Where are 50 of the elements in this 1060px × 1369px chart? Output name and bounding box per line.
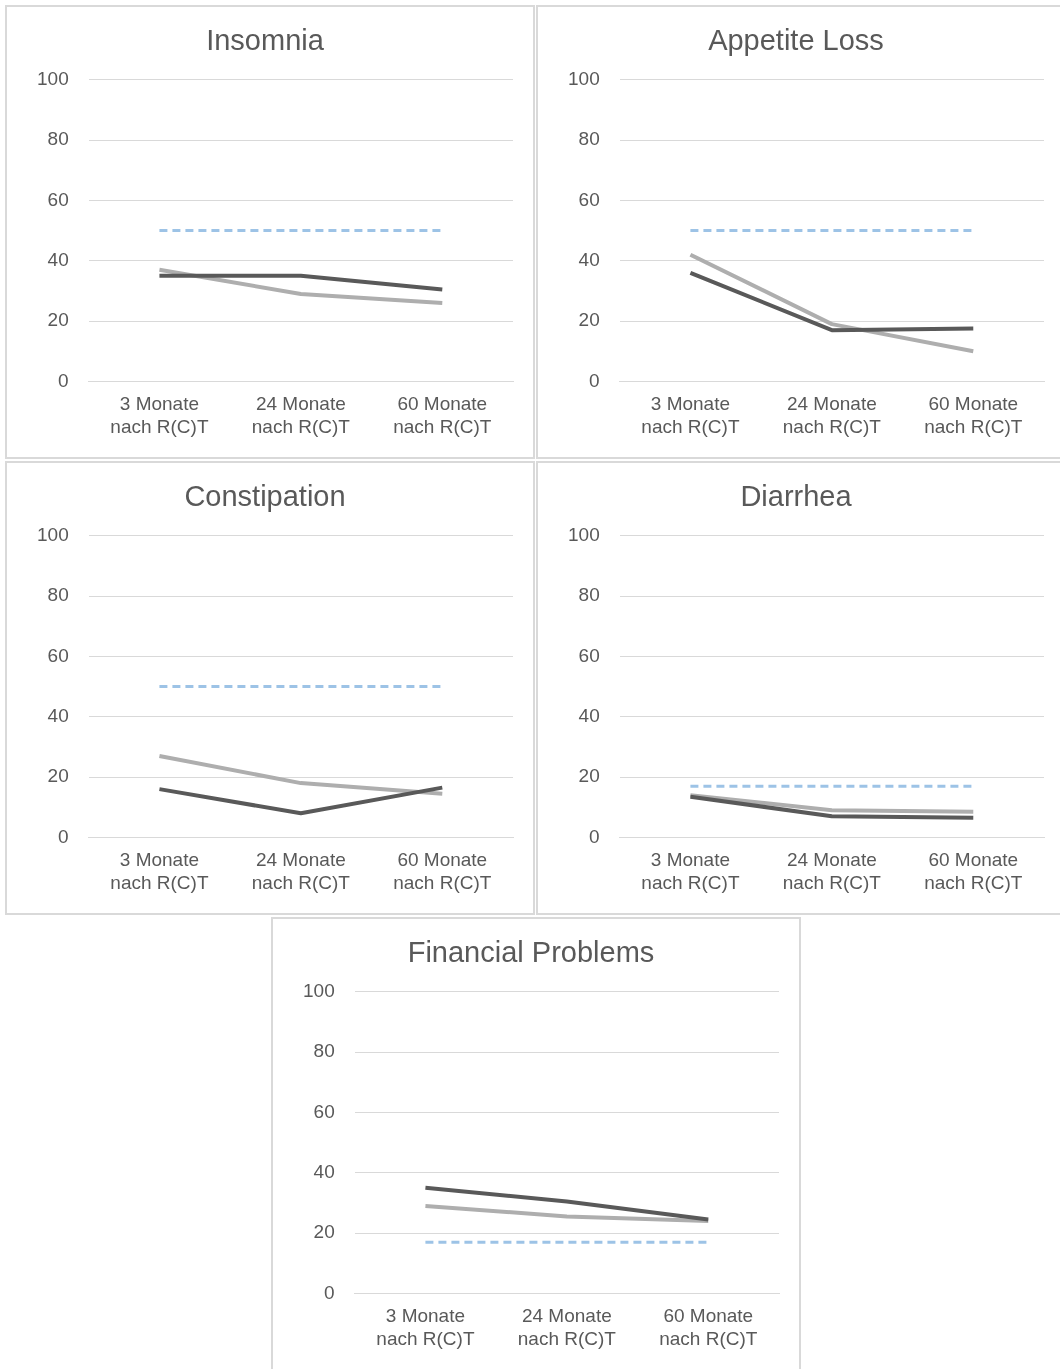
x-tick-label: 3 Monate nach R(C)T	[110, 393, 209, 437]
chart-title: Constipation	[184, 480, 346, 513]
y-tick-label: 100	[568, 524, 600, 546]
y-tick-label: 100	[37, 524, 69, 546]
y-tick-label: 20	[47, 309, 69, 331]
y-tick-label: 20	[313, 1221, 335, 1243]
x-tick-label: 3 Monate nach R(C)T	[641, 849, 740, 893]
y-tick-label: 0	[58, 369, 69, 391]
y-tick-label: 40	[578, 248, 600, 270]
x-tick-label: 24 Monate nach R(C)T	[782, 849, 882, 893]
chart-title: Appetite Loss	[708, 24, 884, 57]
x-tick-label: 24 Monate nach R(C)T	[251, 849, 351, 893]
x-tick-label: 60 Monate nach R(C)T	[659, 1305, 758, 1349]
y-tick-label: 80	[313, 1040, 335, 1062]
y-tick-label: 80	[47, 584, 69, 606]
x-tick-label: 60 Monate nach R(C)T	[393, 393, 492, 437]
y-tick-label: 100	[37, 68, 69, 90]
y-tick-label: 0	[324, 1281, 335, 1303]
chart-title: Insomnia	[206, 24, 325, 57]
y-tick-label: 80	[578, 584, 600, 606]
y-tick-label: 100	[568, 68, 600, 90]
chart-title: Diarrhea	[740, 480, 853, 513]
y-tick-label: 20	[578, 765, 600, 787]
y-tick-label: 20	[47, 765, 69, 787]
y-tick-label: 60	[47, 644, 69, 666]
x-tick-label: 24 Monate nach R(C)T	[251, 393, 351, 437]
y-tick-label: 100	[303, 980, 335, 1002]
chart-title: Financial Problems	[407, 936, 655, 969]
y-tick-label: 60	[578, 188, 600, 210]
y-tick-label: 80	[47, 128, 69, 150]
y-tick-label: 60	[578, 644, 600, 666]
y-tick-label: 0	[58, 825, 69, 847]
x-tick-label: 24 Monate nach R(C)T	[782, 393, 882, 437]
y-tick-label: 40	[47, 704, 69, 726]
y-tick-label: 60	[47, 188, 69, 210]
x-tick-label: 24 Monate nach R(C)T	[517, 1305, 617, 1349]
y-tick-label: 40	[578, 704, 600, 726]
x-tick-label: 3 Monate nach R(C)T	[110, 849, 209, 893]
x-tick-label: 60 Monate nach R(C)T	[924, 849, 1023, 893]
y-tick-label: 20	[578, 309, 600, 331]
y-tick-label: 0	[589, 369, 600, 391]
y-tick-label: 40	[313, 1160, 335, 1182]
x-tick-label: 3 Monate nach R(C)T	[376, 1305, 475, 1349]
y-tick-label: 80	[578, 128, 600, 150]
y-tick-label: 60	[313, 1100, 335, 1122]
x-tick-label: 60 Monate nach R(C)T	[924, 393, 1023, 437]
y-tick-label: 0	[589, 825, 600, 847]
x-tick-label: 60 Monate nach R(C)T	[393, 849, 492, 893]
y-tick-label: 40	[47, 248, 69, 270]
x-tick-label: 3 Monate nach R(C)T	[641, 393, 740, 437]
